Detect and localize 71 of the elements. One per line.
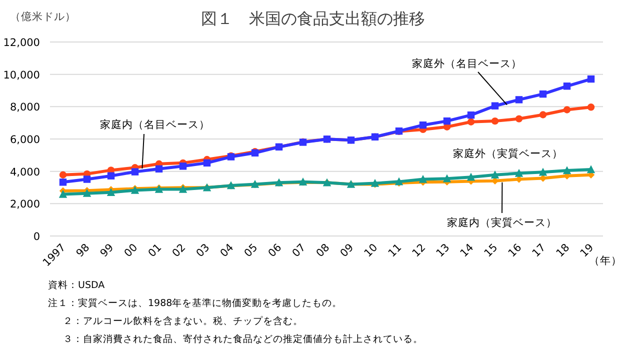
point — [563, 106, 571, 114]
y-tick-label: 2,000 — [10, 198, 40, 211]
point — [491, 102, 499, 110]
x-tick-label: 09 — [338, 242, 356, 260]
point — [83, 176, 91, 183]
point — [442, 174, 452, 182]
point — [466, 172, 476, 181]
x-tick-label: 16 — [506, 241, 524, 260]
x-tick-label: 14 — [458, 241, 476, 260]
x-tick-label: 00 — [122, 242, 140, 260]
point — [467, 118, 475, 126]
point — [107, 172, 115, 180]
point — [419, 121, 427, 129]
point — [515, 115, 523, 122]
point — [131, 168, 139, 176]
point — [514, 168, 524, 177]
series-label: 家庭外（実質ベース） — [453, 147, 563, 160]
x-tick-label: 01 — [146, 242, 164, 260]
point — [538, 168, 548, 176]
point — [587, 104, 595, 111]
point — [490, 170, 500, 178]
text: 注１：実質ベースは、1988年を基準に物価変動を考慮したもの。 — [48, 297, 342, 309]
point — [155, 165, 163, 173]
point — [82, 188, 92, 197]
point — [587, 75, 595, 83]
text: 資料：USDA — [48, 279, 106, 291]
point — [58, 190, 68, 198]
point — [491, 117, 499, 125]
point — [562, 166, 572, 174]
x-tick-label: 02 — [170, 242, 188, 260]
point — [539, 90, 547, 98]
y-tick-label: 0 — [33, 231, 40, 243]
x-tick-label: 98 — [74, 242, 92, 260]
text: 家庭内（実質ベース） — [447, 216, 557, 229]
text: 家庭内（名目ベース） — [100, 118, 210, 131]
point — [179, 162, 187, 170]
point — [443, 117, 451, 125]
x-tick-label: 18 — [554, 242, 572, 260]
x-tick-label: 10 — [362, 242, 380, 260]
x-tick-label: 04 — [218, 241, 236, 260]
x-tick-label: 15 — [482, 242, 500, 260]
point — [586, 165, 596, 174]
text: 家庭外（名目ベース） — [412, 57, 522, 70]
point — [539, 111, 547, 118]
point — [59, 171, 67, 178]
x-tick-label: 08 — [314, 242, 332, 260]
y-tick-label: 4,000 — [10, 166, 40, 178]
x-tick-label: 99 — [98, 242, 116, 260]
y-tick-label: 12,000 — [3, 37, 40, 49]
y-axis-title: （億米ドル） — [10, 10, 76, 23]
x-tick-label: 12 — [410, 242, 428, 260]
y-tick-label: 8,000 — [10, 102, 40, 114]
x-tick-label: 11 — [386, 242, 404, 260]
x-tick-label: 07 — [290, 242, 308, 260]
text: ３：自家消費された食品、寄付された食品などの推定価値分も計上されている。 — [63, 333, 423, 345]
x-tick-label: 05 — [242, 242, 260, 260]
y-tick-label: 6,000 — [10, 134, 40, 146]
point — [515, 96, 523, 104]
point — [203, 159, 211, 167]
point — [467, 111, 475, 119]
x-tick-label: 17 — [530, 242, 548, 260]
point — [563, 82, 571, 90]
x-tick-label: 06 — [266, 241, 284, 260]
point — [59, 178, 67, 186]
text: ２：アルコール飲料を含まない。税、チップを含む。 — [63, 315, 303, 327]
chart-title: 図１ 米国の食品支出額の推移 — [201, 9, 425, 28]
x-tick-label: 13 — [434, 242, 452, 260]
point — [106, 188, 116, 196]
x-tick-label: 03 — [194, 242, 212, 260]
point — [418, 174, 428, 183]
y-tick-label: 10,000 — [3, 69, 40, 82]
